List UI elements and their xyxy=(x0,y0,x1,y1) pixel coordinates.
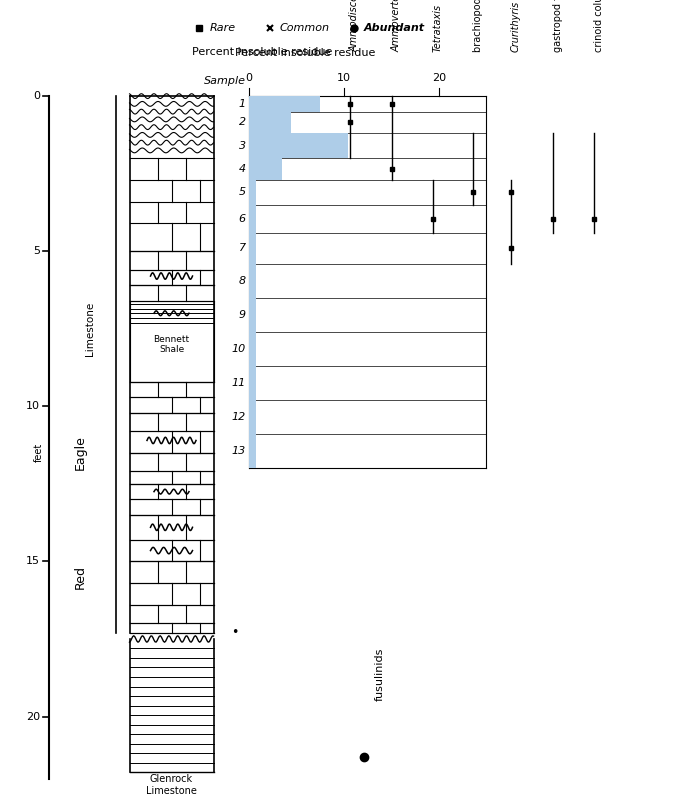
Bar xyxy=(248,96,320,111)
Text: Abundant: Abundant xyxy=(364,23,425,33)
Text: Eagle: Eagle xyxy=(74,436,87,470)
Text: Ammodiscella: Ammodiscella xyxy=(350,0,360,52)
Bar xyxy=(248,180,256,205)
Bar xyxy=(248,434,256,469)
Text: 10: 10 xyxy=(337,74,351,83)
Bar xyxy=(248,298,256,332)
Text: 9: 9 xyxy=(239,310,246,320)
Bar xyxy=(248,264,256,298)
Text: 0: 0 xyxy=(245,74,252,83)
Bar xyxy=(248,332,256,366)
Bar xyxy=(248,366,256,400)
Text: 20: 20 xyxy=(432,74,446,83)
Text: Glenrock
Limestone: Glenrock Limestone xyxy=(146,774,197,795)
Text: 3: 3 xyxy=(239,141,246,151)
Text: Tetrataxis: Tetrataxis xyxy=(433,4,442,52)
Text: 10: 10 xyxy=(26,401,40,412)
Text: gastropod fragments: gastropod fragments xyxy=(553,0,563,52)
Text: 4: 4 xyxy=(239,164,246,174)
Text: •: • xyxy=(231,626,239,639)
Text: 7: 7 xyxy=(239,244,246,253)
Text: 11: 11 xyxy=(232,378,246,388)
Text: Common: Common xyxy=(280,23,330,33)
Text: feet: feet xyxy=(34,443,44,462)
Text: brachiopod fragments: brachiopod fragments xyxy=(473,0,483,52)
Text: 6: 6 xyxy=(239,214,246,223)
Text: 2: 2 xyxy=(239,118,246,127)
Text: 5: 5 xyxy=(239,187,246,197)
Bar xyxy=(248,111,291,133)
Text: Percent insoluble residue: Percent insoluble residue xyxy=(235,48,376,58)
Bar xyxy=(248,205,256,232)
Text: 12: 12 xyxy=(232,413,246,422)
Text: 1: 1 xyxy=(239,99,246,109)
Text: 5: 5 xyxy=(33,246,40,256)
Bar xyxy=(248,158,282,180)
Bar xyxy=(248,232,256,264)
Text: Rare: Rare xyxy=(210,23,236,33)
Text: 10: 10 xyxy=(232,344,246,354)
Text: Sample: Sample xyxy=(204,76,246,86)
Text: Ammovertella: Ammovertella xyxy=(392,0,402,52)
Text: 15: 15 xyxy=(26,557,40,566)
Text: 20: 20 xyxy=(26,711,40,722)
Text: Red: Red xyxy=(74,565,87,589)
Text: 13: 13 xyxy=(232,446,246,457)
Bar xyxy=(248,133,349,158)
Text: crinoid columnals: crinoid columnals xyxy=(594,0,603,52)
Text: 0: 0 xyxy=(33,91,40,101)
Text: Bennett
Shale: Bennett Shale xyxy=(153,335,190,354)
Text: fusulinids: fusulinids xyxy=(374,648,384,701)
Text: Limestone: Limestone xyxy=(85,302,95,356)
Text: Percent insoluble residue: Percent insoluble residue xyxy=(193,47,332,57)
Text: Crurithyris: Crurithyris xyxy=(511,1,521,52)
Text: 8: 8 xyxy=(239,276,246,286)
Bar xyxy=(248,400,256,434)
